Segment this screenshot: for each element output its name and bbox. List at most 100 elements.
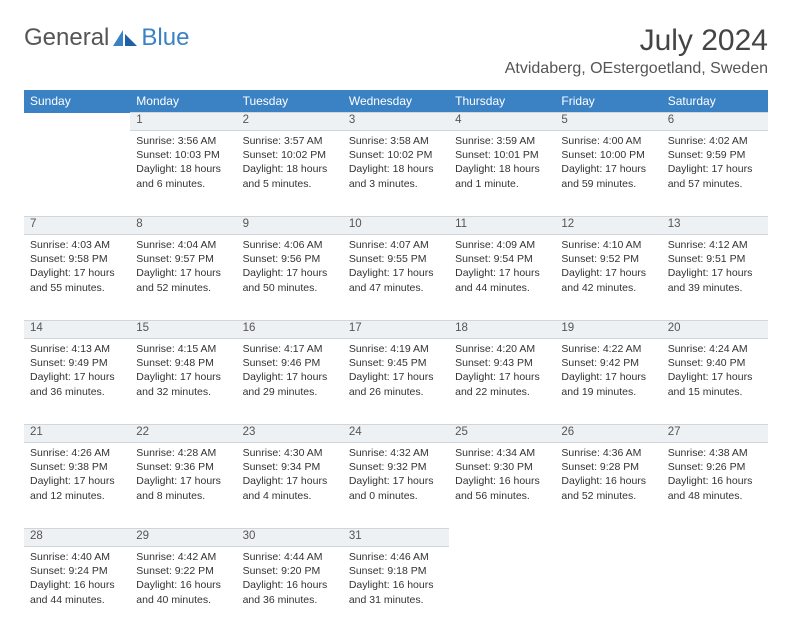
- daylight-line: Daylight: 17 hours and 59 minutes.: [561, 162, 655, 190]
- day-data-cell: Sunrise: 4:30 AMSunset: 9:34 PMDaylight:…: [237, 443, 343, 529]
- daylight-line: Daylight: 17 hours and 0 minutes.: [349, 474, 443, 502]
- day-data-cell: Sunrise: 4:19 AMSunset: 9:45 PMDaylight:…: [343, 339, 449, 425]
- day-data-cell: Sunrise: 4:09 AMSunset: 9:54 PMDaylight:…: [449, 235, 555, 321]
- day-data-cell: Sunrise: 4:20 AMSunset: 9:43 PMDaylight:…: [449, 339, 555, 425]
- daylight-line: Daylight: 17 hours and 44 minutes.: [455, 266, 549, 294]
- daylight-line: Daylight: 16 hours and 56 minutes.: [455, 474, 549, 502]
- logo-text-blue: Blue: [141, 24, 189, 52]
- sunrise-line: Sunrise: 4:22 AM: [561, 342, 655, 356]
- daylight-line: Daylight: 16 hours and 36 minutes.: [243, 578, 337, 606]
- sunset-line: Sunset: 9:38 PM: [30, 460, 124, 474]
- day-data-row: Sunrise: 3:56 AMSunset: 10:03 PMDaylight…: [24, 131, 768, 217]
- sunset-line: Sunset: 10:02 PM: [243, 148, 337, 162]
- day-data-cell: [662, 547, 768, 633]
- sunrise-line: Sunrise: 4:06 AM: [243, 238, 337, 252]
- daylight-line: Daylight: 17 hours and 32 minutes.: [136, 370, 230, 398]
- daylight-line: Daylight: 18 hours and 5 minutes.: [243, 162, 337, 190]
- sunset-line: Sunset: 9:24 PM: [30, 564, 124, 578]
- daylight-line: Daylight: 17 hours and 57 minutes.: [668, 162, 762, 190]
- daylight-line: Daylight: 17 hours and 26 minutes.: [349, 370, 443, 398]
- sunrise-line: Sunrise: 3:57 AM: [243, 134, 337, 148]
- sunset-line: Sunset: 9:42 PM: [561, 356, 655, 370]
- day-number-cell: 17: [343, 321, 449, 339]
- day-number-cell: 15: [130, 321, 236, 339]
- sunrise-line: Sunrise: 4:42 AM: [136, 550, 230, 564]
- daylight-line: Daylight: 17 hours and 22 minutes.: [455, 370, 549, 398]
- day-data-cell: Sunrise: 4:13 AMSunset: 9:49 PMDaylight:…: [24, 339, 130, 425]
- day-number-cell: 5: [555, 113, 661, 131]
- weekday-header: Wednesday: [343, 90, 449, 113]
- day-number-cell: 7: [24, 217, 130, 235]
- day-data-cell: Sunrise: 3:58 AMSunset: 10:02 PMDaylight…: [343, 131, 449, 217]
- daylight-line: Daylight: 16 hours and 44 minutes.: [30, 578, 124, 606]
- day-data-cell: Sunrise: 4:42 AMSunset: 9:22 PMDaylight:…: [130, 547, 236, 633]
- sunset-line: Sunset: 9:49 PM: [30, 356, 124, 370]
- sunset-line: Sunset: 10:03 PM: [136, 148, 230, 162]
- day-number-cell: 22: [130, 425, 236, 443]
- sunset-line: Sunset: 9:43 PM: [455, 356, 549, 370]
- daylight-line: Daylight: 17 hours and 50 minutes.: [243, 266, 337, 294]
- day-data-row: Sunrise: 4:26 AMSunset: 9:38 PMDaylight:…: [24, 443, 768, 529]
- day-number-cell: 4: [449, 113, 555, 131]
- day-number-cell: [662, 529, 768, 547]
- calendar-table: Sunday Monday Tuesday Wednesday Thursday…: [24, 90, 768, 633]
- day-number-cell: 2: [237, 113, 343, 131]
- sunrise-line: Sunrise: 4:34 AM: [455, 446, 549, 460]
- day-data-cell: Sunrise: 4:28 AMSunset: 9:36 PMDaylight:…: [130, 443, 236, 529]
- sunset-line: Sunset: 9:40 PM: [668, 356, 762, 370]
- daylight-line: Daylight: 17 hours and 42 minutes.: [561, 266, 655, 294]
- day-number-cell: 11: [449, 217, 555, 235]
- sunset-line: Sunset: 10:02 PM: [349, 148, 443, 162]
- daylight-line: Daylight: 17 hours and 39 minutes.: [668, 266, 762, 294]
- day-data-cell: Sunrise: 4:36 AMSunset: 9:28 PMDaylight:…: [555, 443, 661, 529]
- daylight-line: Daylight: 17 hours and 29 minutes.: [243, 370, 337, 398]
- sunrise-line: Sunrise: 4:07 AM: [349, 238, 443, 252]
- day-number-cell: 23: [237, 425, 343, 443]
- logo: General Blue: [24, 24, 189, 52]
- daylight-line: Daylight: 16 hours and 40 minutes.: [136, 578, 230, 606]
- day-data-cell: Sunrise: 4:12 AMSunset: 9:51 PMDaylight:…: [662, 235, 768, 321]
- daylight-line: Daylight: 17 hours and 15 minutes.: [668, 370, 762, 398]
- day-number-cell: 12: [555, 217, 661, 235]
- day-data-cell: Sunrise: 4:34 AMSunset: 9:30 PMDaylight:…: [449, 443, 555, 529]
- sunrise-line: Sunrise: 4:17 AM: [243, 342, 337, 356]
- sunset-line: Sunset: 9:22 PM: [136, 564, 230, 578]
- sunrise-line: Sunrise: 4:20 AM: [455, 342, 549, 356]
- sunset-line: Sunset: 9:28 PM: [561, 460, 655, 474]
- logo-text-general: General: [24, 24, 109, 52]
- day-number-cell: 6: [662, 113, 768, 131]
- daylight-line: Daylight: 18 hours and 6 minutes.: [136, 162, 230, 190]
- day-data-cell: Sunrise: 4:46 AMSunset: 9:18 PMDaylight:…: [343, 547, 449, 633]
- sunrise-line: Sunrise: 4:03 AM: [30, 238, 124, 252]
- sunset-line: Sunset: 9:45 PM: [349, 356, 443, 370]
- day-data-cell: Sunrise: 4:40 AMSunset: 9:24 PMDaylight:…: [24, 547, 130, 633]
- sunrise-line: Sunrise: 4:44 AM: [243, 550, 337, 564]
- day-number-cell: 9: [237, 217, 343, 235]
- daylight-line: Daylight: 17 hours and 19 minutes.: [561, 370, 655, 398]
- day-number-row: 21222324252627: [24, 425, 768, 443]
- sunrise-line: Sunrise: 4:02 AM: [668, 134, 762, 148]
- sunset-line: Sunset: 9:32 PM: [349, 460, 443, 474]
- day-number-cell: 29: [130, 529, 236, 547]
- day-number-cell: [555, 529, 661, 547]
- day-number-cell: 31: [343, 529, 449, 547]
- day-data-cell: Sunrise: 4:15 AMSunset: 9:48 PMDaylight:…: [130, 339, 236, 425]
- day-number-row: 14151617181920: [24, 321, 768, 339]
- sunrise-line: Sunrise: 4:19 AM: [349, 342, 443, 356]
- day-number-cell: 19: [555, 321, 661, 339]
- daylight-line: Daylight: 17 hours and 4 minutes.: [243, 474, 337, 502]
- sunrise-line: Sunrise: 4:46 AM: [349, 550, 443, 564]
- day-number-cell: 24: [343, 425, 449, 443]
- day-data-row: Sunrise: 4:40 AMSunset: 9:24 PMDaylight:…: [24, 547, 768, 633]
- day-number-cell: 21: [24, 425, 130, 443]
- daylight-line: Daylight: 18 hours and 3 minutes.: [349, 162, 443, 190]
- sunrise-line: Sunrise: 4:13 AM: [30, 342, 124, 356]
- day-number-cell: [24, 113, 130, 131]
- sunrise-line: Sunrise: 4:00 AM: [561, 134, 655, 148]
- sunrise-line: Sunrise: 4:40 AM: [30, 550, 124, 564]
- weekday-header: Monday: [130, 90, 236, 113]
- day-number-cell: 27: [662, 425, 768, 443]
- daylight-line: Daylight: 16 hours and 48 minutes.: [668, 474, 762, 502]
- day-number-cell: 16: [237, 321, 343, 339]
- sunrise-line: Sunrise: 3:56 AM: [136, 134, 230, 148]
